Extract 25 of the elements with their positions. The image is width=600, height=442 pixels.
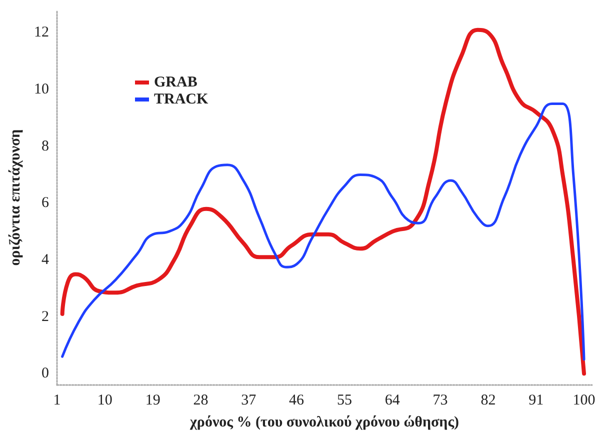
y-tick-label: 6 xyxy=(42,195,50,212)
legend-label: GRAB xyxy=(154,74,198,90)
x-tick-label: 19 xyxy=(145,392,160,408)
y-tick-label: 2 xyxy=(42,308,49,325)
line-series xyxy=(60,28,586,376)
x-tick-label: 1 xyxy=(53,392,61,408)
y-tick-label: 10 xyxy=(34,82,49,98)
x-axis-title: χρόνος % (του συνολικού χρόνου ώθησης) xyxy=(188,414,460,430)
y-tick-label: 0 xyxy=(42,366,49,382)
x-tick-label: 91 xyxy=(528,392,544,408)
x-tick-label: 82 xyxy=(480,392,496,408)
x-tick-label: 55 xyxy=(336,392,352,408)
line-series xyxy=(61,102,586,361)
x-tick-label: 64 xyxy=(384,392,400,408)
x-tick-label: 37 xyxy=(241,392,257,408)
y-tick-label: 8 xyxy=(42,138,49,154)
x-tick-label: 46 xyxy=(289,392,305,408)
legend-label: TRACK xyxy=(154,92,208,108)
x-tick-label: 73 xyxy=(432,392,448,408)
x-tick-label: 28 xyxy=(193,392,208,408)
x-tick-label: 100 xyxy=(572,392,596,408)
y-tick-label: 4 xyxy=(42,252,50,268)
x-tick-label: 10 xyxy=(97,392,112,408)
y-axis-title: οριζόντια επιτάχυνση xyxy=(8,129,24,266)
y-tick-label: 12 xyxy=(34,24,49,41)
